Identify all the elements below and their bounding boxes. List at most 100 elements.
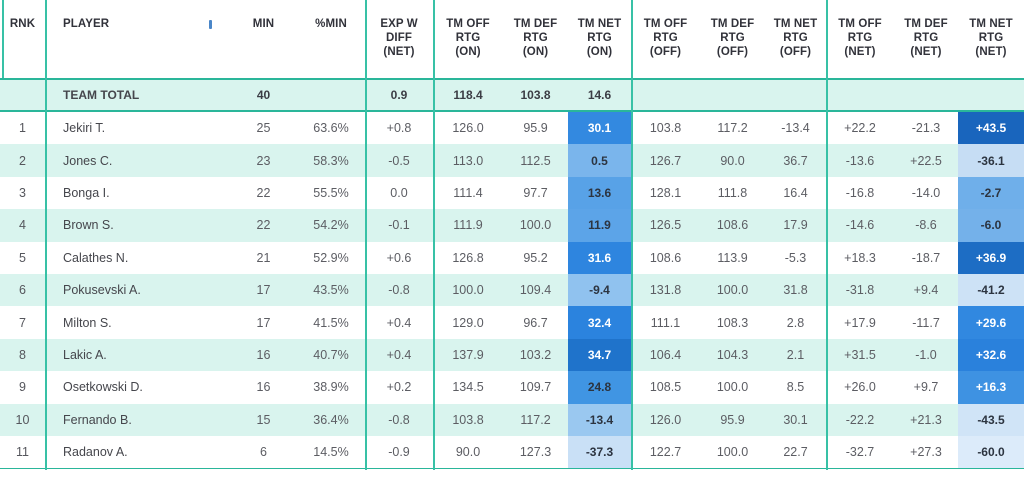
col-header-tm-net-rtg-off[interactable]: TM NET RTG (OFF) [773, 18, 818, 58]
tm-net-rtg-off-cell: 2.1 [786, 347, 805, 362]
tm-def-rtg-net-cell: -14.0 [911, 185, 941, 200]
tm-off-rtg-net-cell: +18.3 [844, 250, 876, 265]
tm-off-rtg-on-cell: 118.4 [453, 88, 483, 102]
tm-net-rtg-on-cell: -37.3 [568, 435, 631, 469]
min-cell: 17 [256, 315, 271, 330]
sort-indicator-icon [209, 20, 212, 29]
tm-def-rtg-net-cell: -18.7 [911, 250, 941, 265]
tm-net-rtg-net-cell: +43.5 [958, 112, 1024, 145]
min-cell: 23 [256, 153, 271, 168]
min-cell: 22 [256, 218, 271, 233]
table-row: 2 Jones C. 23 58.3% -0.5 113.0 112.5 0.5… [0, 144, 1024, 177]
tm-off-rtg-net-cell: -16.8 [845, 185, 875, 200]
rank-cell: 6 [19, 283, 26, 298]
table-header-row: RNK PLAYER MIN %MIN EXP W DIFF (NET) TM … [0, 0, 1024, 78]
vertical-rule-after-rnk [45, 0, 47, 470]
tm-off-rtg-off-cell: 126.0 [649, 412, 682, 427]
tm-off-rtg-on-cell: 126.8 [452, 250, 484, 265]
table-row: 5 Calathes N. 21 52.9% +0.6 126.8 95.2 3… [0, 241, 1024, 274]
tm-net-rtg-net-cell: -60.0 [958, 435, 1024, 469]
tm-def-rtg-net-cell: +9.4 [913, 283, 939, 298]
tm-net-rtg-on-cell: -9.4 [568, 273, 631, 307]
tm-def-rtg-off-cell: 104.3 [716, 347, 749, 362]
vertical-rule-after-on-group [631, 0, 633, 470]
tm-net-rtg-net-cell: -36.1 [958, 144, 1024, 177]
tm-def-rtg-off-cell [700, 80, 765, 110]
tm-off-rtg-off-cell: 111.1 [650, 315, 681, 330]
min-cell: 40 [256, 88, 271, 102]
tm-off-rtg-on-cell: 103.8 [452, 412, 484, 427]
pct-min-cell: 36.4% [313, 412, 349, 427]
col-header-tm-def-rtg-off[interactable]: TM DEF RTG (OFF) [710, 18, 755, 58]
pct-min-cell: 54.2% [313, 218, 349, 233]
rank-cell: 2 [19, 153, 26, 168]
rank-cell: 4 [19, 218, 26, 233]
col-header-player-label: PLAYER [63, 18, 110, 30]
tm-off-rtg-net-cell: +31.5 [844, 347, 876, 362]
exp-w-diff-cell: -0.8 [388, 283, 410, 298]
tm-off-rtg-net-cell [826, 80, 894, 110]
tm-def-rtg-off-cell: 117.2 [717, 121, 748, 136]
tm-net-rtg-off-cell: 16.4 [783, 185, 808, 200]
tm-def-rtg-on-cell: 97.7 [523, 185, 548, 200]
tm-def-rtg-off-cell: 108.6 [716, 218, 749, 233]
tm-def-rtg-on-cell: 103.8 [520, 88, 551, 102]
tm-net-rtg-net-cell: +32.6 [958, 338, 1024, 372]
tm-def-rtg-net-cell: +27.3 [910, 445, 942, 460]
col-header-tm-def-rtg-net[interactable]: TM DEF RTG (NET) [904, 18, 948, 58]
col-header-rnk[interactable]: RNK [9, 18, 36, 30]
tm-net-rtg-net-cell: -43.5 [958, 403, 1024, 436]
tm-def-rtg-net-cell [894, 80, 958, 110]
player-cell: Lakic A. [63, 347, 107, 362]
tm-off-rtg-net-cell: +22.2 [844, 121, 876, 136]
col-header-tm-def-rtg-on[interactable]: TM DEF RTG (ON) [513, 18, 558, 58]
tm-net-rtg-on-cell: -13.4 [568, 403, 631, 436]
exp-w-diff-cell: -0.8 [388, 412, 410, 427]
col-header-pct-min[interactable]: %MIN [315, 18, 347, 30]
tm-net-rtg-on-cell: 31.6 [568, 241, 631, 274]
table-row: 8 Lakic A. 16 40.7% +0.4 137.9 103.2 34.… [0, 338, 1024, 372]
rank-cell: 7 [19, 315, 26, 330]
pct-min-cell: 55.5% [313, 185, 349, 200]
table-row: 9 Osetkowski D. 16 38.9% +0.2 134.5 109.… [0, 371, 1024, 404]
tm-net-rtg-off-cell [765, 80, 826, 110]
tm-net-rtg-on-cell: 0.5 [568, 144, 631, 177]
col-header-tm-off-rtg-on[interactable]: TM OFF RTG (ON) [446, 18, 490, 58]
tm-off-rtg-on-cell: 100.0 [452, 283, 484, 298]
exp-w-diff-cell: 0.9 [390, 88, 408, 102]
tm-def-rtg-net-cell: -1.0 [915, 347, 937, 362]
tm-net-rtg-off-cell: 2.8 [786, 315, 805, 330]
tm-net-rtg-on-cell: 24.8 [568, 371, 631, 404]
tm-off-rtg-on-cell: 129.0 [452, 315, 484, 330]
col-header-exp-w-diff[interactable]: EXP W DIFF (NET) [380, 18, 418, 58]
col-header-player[interactable]: PLAYER [45, 0, 230, 78]
exp-w-diff-cell: +0.2 [386, 380, 412, 395]
table-row: 1 Jekiri T. 25 63.6% +0.8 126.0 95.9 30.… [0, 112, 1024, 145]
tm-net-rtg-off-cell: 30.1 [783, 412, 808, 427]
tm-net-rtg-net-cell: +16.3 [958, 371, 1024, 404]
tm-off-rtg-on-cell: 113.0 [452, 153, 484, 168]
col-header-tm-net-rtg-on[interactable]: TM NET RTG (ON) [577, 18, 622, 58]
player-cell: Bonga I. [63, 185, 110, 200]
table-row: 10 Fernando B. 15 36.4% -0.8 103.8 117.2… [0, 403, 1024, 436]
col-header-tm-net-rtg-net[interactable]: TM NET RTG (NET) [969, 18, 1013, 58]
tm-def-rtg-off-cell: 90.0 [720, 153, 745, 168]
tm-def-rtg-on-cell: 95.2 [523, 250, 548, 265]
tm-net-rtg-net-cell [958, 80, 1024, 110]
tm-net-rtg-net-cell: +29.6 [958, 306, 1024, 339]
player-cell: Fernando B. [63, 412, 132, 427]
tm-off-rtg-off-cell: 126.5 [649, 218, 682, 233]
col-header-tm-off-rtg-net[interactable]: TM OFF RTG (NET) [838, 18, 882, 58]
col-header-min[interactable]: MIN [252, 18, 275, 30]
rank-cell: 9 [19, 380, 26, 395]
rank-cell: 11 [16, 445, 29, 460]
player-rows: 1 Jekiri T. 25 63.6% +0.8 126.0 95.9 30.… [0, 112, 1024, 470]
tm-net-rtg-off-cell: 31.8 [783, 283, 808, 298]
col-header-tm-off-rtg-off[interactable]: TM OFF RTG (OFF) [643, 18, 688, 58]
tm-off-rtg-off-cell: 131.8 [649, 283, 682, 298]
exp-w-diff-cell: -0.1 [388, 218, 410, 233]
pct-min-cell [297, 80, 365, 110]
player-cell: Osetkowski D. [63, 380, 143, 395]
exp-w-diff-cell: -0.9 [388, 445, 410, 460]
